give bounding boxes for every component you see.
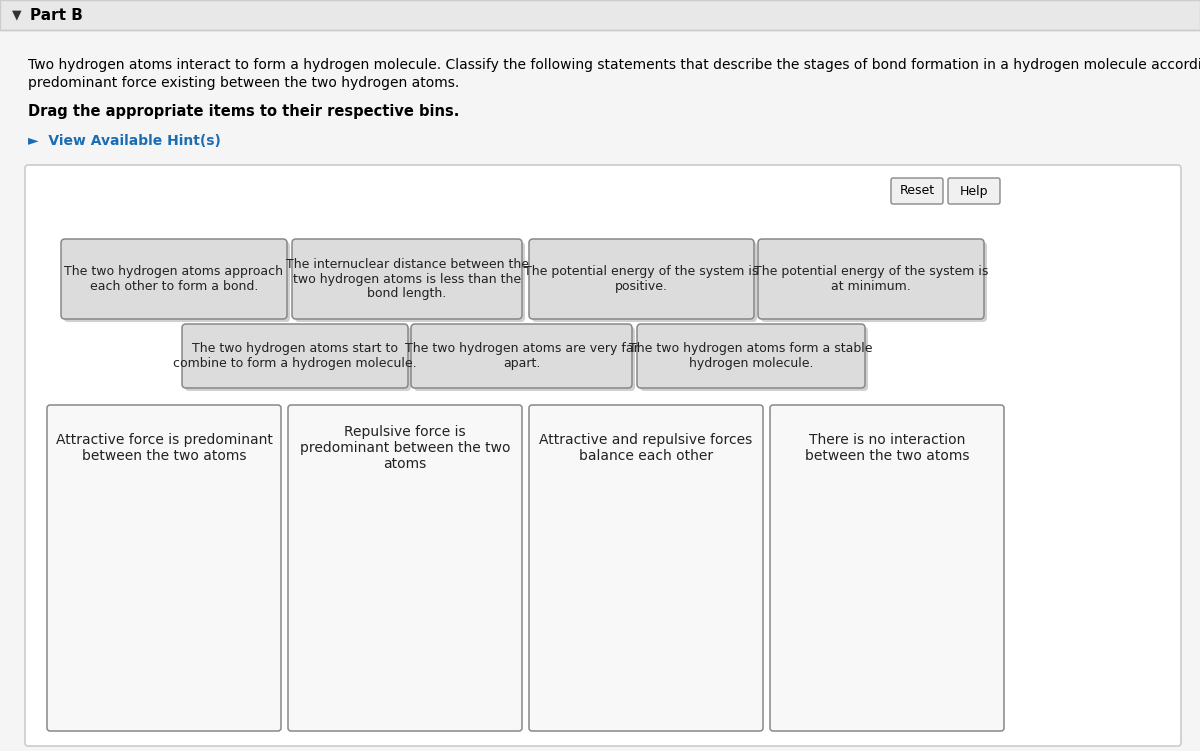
FancyBboxPatch shape (640, 327, 868, 391)
FancyBboxPatch shape (948, 178, 1000, 204)
Text: The two hydrogen atoms approach
each other to form a bond.: The two hydrogen atoms approach each oth… (65, 265, 283, 293)
FancyBboxPatch shape (637, 324, 865, 388)
FancyBboxPatch shape (529, 239, 754, 319)
FancyBboxPatch shape (295, 242, 526, 322)
FancyBboxPatch shape (182, 324, 408, 388)
Text: The internuclear distance between the
two hydrogen atoms is less than the
bond l: The internuclear distance between the tw… (286, 258, 528, 300)
FancyBboxPatch shape (410, 324, 632, 388)
Text: The potential energy of the system is
positive.: The potential energy of the system is po… (524, 265, 758, 293)
FancyBboxPatch shape (414, 327, 635, 391)
Text: Help: Help (960, 185, 989, 198)
FancyBboxPatch shape (292, 239, 522, 319)
Text: Part B: Part B (30, 8, 83, 23)
Text: Attractive and repulsive forces
balance each other: Attractive and repulsive forces balance … (539, 433, 752, 463)
Text: Two hydrogen atoms interact to form a hydrogen molecule. Classify the following : Two hydrogen atoms interact to form a hy… (28, 58, 1200, 72)
Text: predominant force existing between the two hydrogen atoms.: predominant force existing between the t… (28, 76, 460, 90)
Text: The two hydrogen atoms are very far
apart.: The two hydrogen atoms are very far apar… (404, 342, 638, 370)
FancyBboxPatch shape (758, 239, 984, 319)
Text: ▼: ▼ (12, 8, 22, 22)
FancyBboxPatch shape (0, 0, 1200, 30)
FancyBboxPatch shape (890, 178, 943, 204)
FancyBboxPatch shape (64, 242, 290, 322)
FancyBboxPatch shape (770, 405, 1004, 731)
FancyBboxPatch shape (61, 239, 287, 319)
Text: The two hydrogen atoms start to
combine to form a hydrogen molecule.: The two hydrogen atoms start to combine … (173, 342, 416, 370)
Text: The two hydrogen atoms form a stable
hydrogen molecule.: The two hydrogen atoms form a stable hyd… (629, 342, 872, 370)
FancyBboxPatch shape (185, 327, 410, 391)
Text: Repulsive force is
predominant between the two
atoms: Repulsive force is predominant between t… (300, 425, 510, 471)
FancyBboxPatch shape (25, 165, 1181, 746)
FancyBboxPatch shape (761, 242, 986, 322)
Text: Drag the appropriate items to their respective bins.: Drag the appropriate items to their resp… (28, 104, 460, 119)
Text: The potential energy of the system is
at minimum.: The potential energy of the system is at… (754, 265, 988, 293)
FancyBboxPatch shape (529, 405, 763, 731)
Text: There is no interaction
between the two atoms: There is no interaction between the two … (805, 433, 970, 463)
FancyBboxPatch shape (47, 405, 281, 731)
FancyBboxPatch shape (532, 242, 757, 322)
Text: Reset: Reset (900, 185, 935, 198)
FancyBboxPatch shape (288, 405, 522, 731)
Text: ►  View Available Hint(s): ► View Available Hint(s) (28, 134, 221, 148)
Text: Attractive force is predominant
between the two atoms: Attractive force is predominant between … (55, 433, 272, 463)
